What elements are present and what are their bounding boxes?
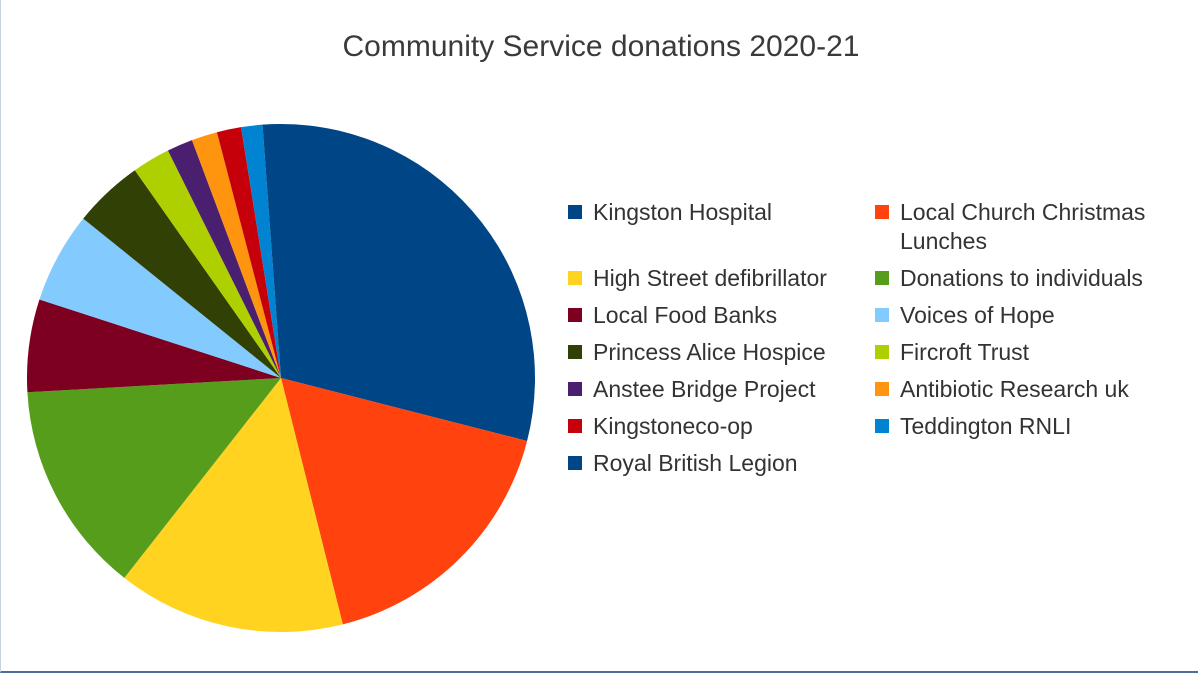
legend-label: Fircroft Trust [900, 339, 1030, 365]
pie-slice [281, 124, 536, 441]
legend-item: Royal British Legion [568, 449, 875, 478]
legend-item: Kingstoneco-op [568, 412, 875, 441]
legend-item: Donations to individuals [875, 264, 1188, 293]
pie-slice [26, 299, 282, 393]
legend-swatch [875, 271, 889, 285]
legend-swatch [568, 382, 582, 396]
legend-item: Antibiotic Research uk [875, 375, 1188, 404]
legend-label: Royal British Legion [593, 450, 798, 476]
legend-swatch [568, 345, 582, 359]
legend-label: Local Church Christmas Lunches [900, 199, 1146, 254]
legend-swatch [568, 456, 582, 470]
legend-item: Princess Alice Hospice [568, 338, 875, 367]
legend-item: Kingston Hospital [568, 198, 875, 256]
pie-slice [124, 378, 343, 632]
chart-title: Community Service donations 2020-21 [342, 30, 860, 63]
legend-item: Teddington RNLI [875, 412, 1188, 441]
pie-slice [134, 150, 281, 378]
legend-label: Princess Alice Hospice [593, 339, 826, 365]
legend-swatch [568, 205, 582, 219]
legend-swatch [568, 419, 582, 433]
pie-slice [27, 378, 282, 578]
legend-label: Local Food Banks [593, 302, 778, 328]
legend-item: Fircroft Trust [875, 338, 1188, 367]
pie-slice [262, 123, 281, 378]
legend-item: Local Church Christmas Lunches [875, 198, 1188, 256]
legend-item: Voices of Hope [875, 301, 1188, 330]
pie-slice [167, 140, 281, 378]
legend-label: Donations to individuals [900, 265, 1143, 291]
legend-swatch [875, 345, 889, 359]
legend-label: Antibiotic Research uk [900, 376, 1129, 402]
legend-swatch [875, 205, 889, 219]
legend-swatch [875, 419, 889, 433]
legend-item: High Street defibrillator [568, 264, 875, 293]
legend-swatch [875, 308, 889, 322]
pie-slice [191, 132, 281, 378]
pie-slice [216, 127, 281, 378]
chart-legend: Kingston Hospital Local Church Christmas … [568, 198, 1188, 478]
legend-label: Kingstoneco-op [593, 413, 753, 439]
pie-slice [241, 124, 281, 378]
legend-swatch [568, 308, 582, 322]
pie-slice [39, 218, 282, 378]
pie-slice [83, 170, 282, 378]
legend-swatch [875, 382, 889, 396]
legend-label: Voices of Hope [900, 302, 1055, 328]
pie-slice [281, 378, 528, 625]
legend-label: Anstee Bridge Project [593, 376, 816, 402]
legend-label: High Street defibrillator [593, 265, 827, 291]
legend-swatch [568, 271, 582, 285]
legend-item: Anstee Bridge Project [568, 375, 875, 404]
legend-label: Kingston Hospital [593, 199, 772, 225]
legend-label: Teddington RNLI [900, 413, 1072, 439]
legend-item: Local Food Banks [568, 301, 875, 330]
